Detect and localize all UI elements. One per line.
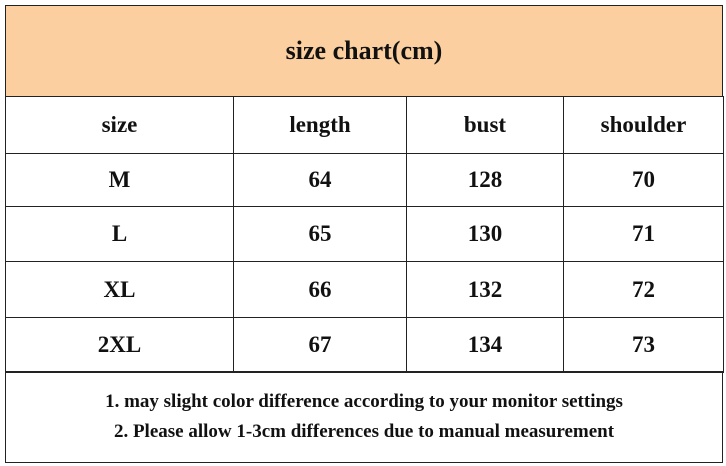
table-cell: 71	[563, 206, 724, 262]
table-cell: M	[5, 153, 234, 207]
table-cell: 73	[563, 317, 724, 373]
table-cell: 72	[563, 261, 724, 318]
column-header: size	[5, 96, 234, 154]
table-cell: 64	[233, 153, 407, 207]
table-cell: 65	[233, 206, 407, 262]
table-cell: L	[5, 206, 234, 262]
column-header: length	[233, 96, 407, 154]
table-cell: 66	[233, 261, 407, 318]
table-cell: 132	[406, 261, 564, 318]
table-cell: 134	[406, 317, 564, 373]
note: 1. may slight color difference according…	[105, 391, 623, 412]
chart-title: size chart(cm)	[5, 5, 723, 97]
table-cell: 67	[233, 317, 407, 373]
table-cell: 70	[563, 153, 724, 207]
column-header: bust	[406, 96, 564, 154]
table-cell: XL	[5, 261, 234, 318]
table-cell: 130	[406, 206, 564, 262]
table-cell: 2XL	[5, 317, 234, 373]
note: 2. Please allow 1-3cm differences due to…	[113, 421, 615, 442]
column-header: shoulder	[563, 96, 724, 154]
table-cell: 128	[406, 153, 564, 207]
notes: 1. may slight color difference according…	[5, 371, 723, 463]
